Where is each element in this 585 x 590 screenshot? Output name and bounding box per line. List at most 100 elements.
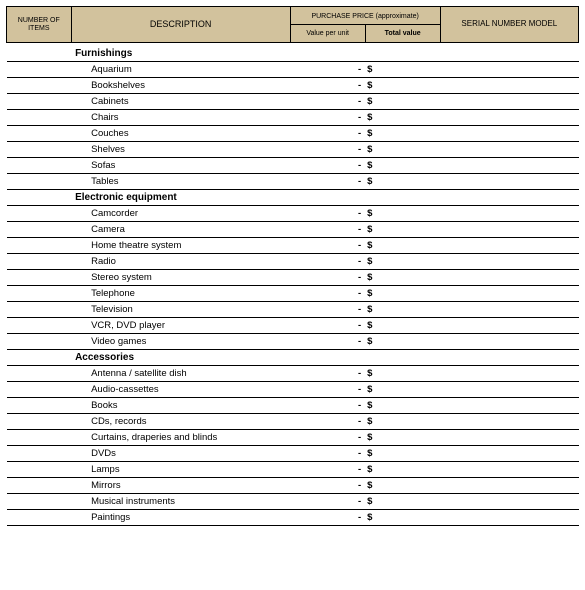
item-serial-cell [440,493,578,509]
item-value-per-unit: - [290,221,365,237]
category-row: Furnishings [7,46,579,62]
subheader-total-value: Total value [365,25,440,43]
item-total-value: $ [365,141,440,157]
item-serial-cell [440,77,578,93]
item-description: Bookshelves [71,77,290,93]
header-row: NUMBER OF ITEMS DESCRIPTION PURCHASE PRI… [7,7,579,25]
item-serial-cell [440,269,578,285]
item-description: Stereo system [71,269,290,285]
item-num-cell [7,237,72,253]
item-row: Curtains, draperies and blinds-$ [7,429,579,445]
category-total-cell [365,46,440,62]
category-vpu-cell [290,46,365,62]
item-row: Lamps-$ [7,461,579,477]
item-value-per-unit: - [290,429,365,445]
item-description: Tables [71,173,290,189]
item-serial-cell [440,413,578,429]
item-value-per-unit: - [290,77,365,93]
item-num-cell [7,429,72,445]
item-serial-cell [440,221,578,237]
item-row: Books-$ [7,397,579,413]
item-num-cell [7,493,72,509]
item-description: Cabinets [71,93,290,109]
item-description: Television [71,301,290,317]
item-total-value: $ [365,413,440,429]
item-serial-cell [440,237,578,253]
item-description: DVDs [71,445,290,461]
item-num-cell [7,141,72,157]
category-vpu-cell [290,349,365,365]
item-num-cell [7,301,72,317]
category-serial-cell [440,189,578,205]
category-total-cell [365,349,440,365]
item-total-value: $ [365,205,440,221]
item-num-cell [7,413,72,429]
header-description: DESCRIPTION [71,7,290,43]
item-value-per-unit: - [290,157,365,173]
category-num-cell [7,46,72,62]
header-purchase-price: PURCHASE PRICE (approximate) [290,7,440,25]
item-serial-cell [440,333,578,349]
item-value-per-unit: - [290,317,365,333]
item-serial-cell [440,301,578,317]
category-num-cell [7,189,72,205]
category-serial-cell [440,46,578,62]
item-row: Tables-$ [7,173,579,189]
item-serial-cell [440,365,578,381]
item-num-cell [7,125,72,141]
item-value-per-unit: - [290,413,365,429]
item-description: Lamps [71,461,290,477]
item-description: Sofas [71,157,290,173]
item-row: Antenna / satellite dish-$ [7,365,579,381]
item-num-cell [7,333,72,349]
item-total-value: $ [365,317,440,333]
item-row: Sofas-$ [7,157,579,173]
item-serial-cell [440,317,578,333]
item-row: Video games-$ [7,333,579,349]
item-serial-cell [440,429,578,445]
item-num-cell [7,285,72,301]
item-description: Audio-cassettes [71,381,290,397]
item-num-cell [7,317,72,333]
item-serial-cell [440,509,578,525]
item-row: Camera-$ [7,221,579,237]
category-serial-cell [440,349,578,365]
item-serial-cell [440,125,578,141]
item-total-value: $ [365,61,440,77]
item-total-value: $ [365,429,440,445]
category-row: Accessories [7,349,579,365]
item-row: Stereo system-$ [7,269,579,285]
item-description: Aquarium [71,61,290,77]
item-description: Curtains, draperies and blinds [71,429,290,445]
item-value-per-unit: - [290,141,365,157]
item-serial-cell [440,381,578,397]
item-num-cell [7,445,72,461]
item-description: Radio [71,253,290,269]
item-row: Chairs-$ [7,109,579,125]
item-description: VCR, DVD player [71,317,290,333]
item-value-per-unit: - [290,397,365,413]
item-description: Camcorder [71,205,290,221]
category-vpu-cell [290,189,365,205]
item-value-per-unit: - [290,301,365,317]
header-serial-model: SERIAL NUMBER MODEL [440,7,578,43]
item-row: Telephone-$ [7,285,579,301]
item-serial-cell [440,445,578,461]
item-num-cell [7,173,72,189]
item-total-value: $ [365,221,440,237]
item-description: CDs, records [71,413,290,429]
item-value-per-unit: - [290,205,365,221]
item-num-cell [7,205,72,221]
subheader-value-per-unit: Value per unit [290,25,365,43]
item-value-per-unit: - [290,237,365,253]
item-total-value: $ [365,109,440,125]
item-total-value: $ [365,301,440,317]
item-description: Musical instruments [71,493,290,509]
item-serial-cell [440,157,578,173]
item-description: Couches [71,125,290,141]
item-total-value: $ [365,381,440,397]
item-total-value: $ [365,157,440,173]
item-total-value: $ [365,269,440,285]
item-total-value: $ [365,253,440,269]
item-description: Chairs [71,109,290,125]
